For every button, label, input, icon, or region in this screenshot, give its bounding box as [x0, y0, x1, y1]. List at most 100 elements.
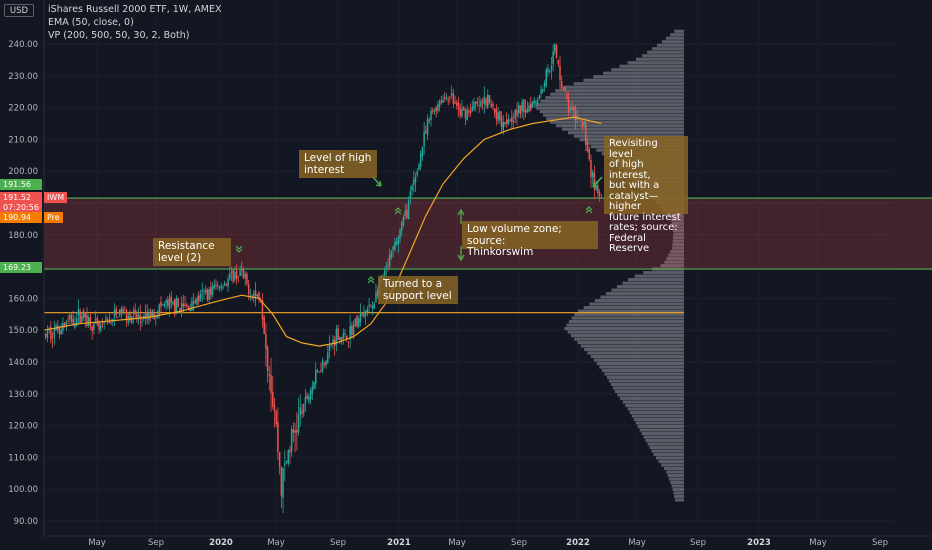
volume-bar — [661, 40, 684, 44]
candle-body — [356, 315, 358, 327]
candle-body — [509, 119, 511, 121]
volume-bar — [635, 421, 684, 425]
candle-body — [173, 299, 176, 315]
candle-body — [345, 335, 348, 340]
y-tick-label: 160.00 — [8, 294, 38, 304]
x-tick-label: 2022 — [566, 538, 590, 548]
candle-body — [419, 153, 422, 167]
candle-body — [557, 60, 560, 64]
candle-body — [94, 319, 97, 320]
lower-line-price-tag: 169.23 — [0, 262, 42, 273]
x-tick-label: Sep — [690, 538, 706, 548]
candle-body — [516, 110, 518, 116]
candle-body — [328, 345, 331, 352]
candle-body — [117, 316, 119, 318]
candle-body — [464, 109, 467, 119]
ema-legend[interactable]: EMA (50, close, 0) — [48, 17, 134, 28]
candle-body — [196, 297, 198, 305]
candle-body — [290, 428, 293, 452]
candle-body — [505, 119, 508, 124]
x-tick-label: Sep — [330, 538, 346, 548]
candle-body — [89, 316, 92, 327]
volume-bar — [622, 400, 684, 404]
x-tick-label: Sep — [148, 538, 164, 548]
x-tick-label: 2023 — [747, 538, 771, 548]
volume-bar — [666, 257, 684, 261]
candle-body — [397, 237, 400, 245]
candle-body — [299, 407, 302, 415]
candle-body — [115, 308, 117, 315]
candle-body — [442, 99, 444, 103]
volume-bar — [643, 435, 684, 439]
y-tick-label: 100.00 — [8, 485, 38, 495]
candle-body — [430, 110, 432, 120]
candle-body — [461, 108, 463, 117]
volume-bar — [674, 29, 684, 33]
currency-button[interactable]: USD — [4, 4, 34, 17]
candle-body — [407, 200, 410, 220]
candle-body — [161, 304, 164, 306]
candle-body — [459, 108, 461, 116]
chevron-up-icon — [585, 206, 593, 214]
candle-body — [376, 290, 379, 296]
chevron-up-icon — [367, 276, 375, 284]
candle-body — [265, 334, 267, 350]
candle-body — [492, 103, 494, 107]
candle-body — [313, 381, 315, 389]
volume-bar — [594, 358, 684, 362]
candle-body — [545, 69, 547, 86]
volume-bar — [634, 274, 684, 278]
high-interest-note: Level of high interest — [299, 150, 377, 178]
candle-body — [450, 93, 453, 96]
candle-body — [263, 316, 265, 334]
candle-body — [521, 101, 523, 112]
candle-body — [155, 316, 157, 318]
candle-body — [588, 148, 590, 160]
candle-body — [444, 97, 446, 99]
candle-body — [394, 242, 396, 250]
volume-bar — [667, 473, 684, 478]
candle-body — [304, 396, 307, 404]
volume-bar — [574, 313, 684, 317]
candle-body — [309, 390, 312, 400]
candle-body — [425, 130, 427, 133]
candle-body — [445, 97, 448, 99]
volume-bar — [633, 417, 684, 422]
volume-bar — [658, 459, 684, 464]
candle-body — [523, 99, 525, 113]
volume-bar — [555, 89, 684, 93]
candle-body — [583, 121, 585, 126]
volume-bar — [674, 494, 684, 499]
candle-body — [244, 274, 246, 278]
candle-body — [316, 370, 319, 372]
candle-body — [201, 290, 203, 292]
candle-body — [493, 108, 496, 113]
candle-body — [399, 229, 401, 239]
candle-body — [485, 98, 487, 106]
candle-body — [462, 106, 465, 110]
volume-bar — [550, 120, 684, 124]
volume-bar — [577, 341, 684, 345]
volume-bar — [619, 64, 684, 68]
candle-body — [301, 410, 303, 414]
vp-legend[interactable]: VP (200, 500, 50, 30, 2, Both) — [48, 30, 190, 41]
candle-body — [573, 106, 575, 110]
volume-bar — [570, 334, 684, 338]
volume-bar — [614, 389, 684, 394]
candle-body — [259, 301, 262, 303]
support-note: Turned to a support level — [378, 276, 458, 304]
candle-body — [149, 312, 152, 318]
volume-bar — [660, 264, 684, 268]
candle-body — [344, 332, 346, 335]
volume-bar — [645, 438, 684, 443]
candle-body — [220, 286, 222, 288]
candle-body — [361, 314, 363, 316]
candle-body — [125, 310, 128, 321]
candle-body — [321, 360, 324, 371]
candle-body — [416, 171, 418, 176]
candle-body — [237, 276, 240, 278]
candle-body — [499, 111, 501, 120]
candle-body — [456, 102, 458, 106]
